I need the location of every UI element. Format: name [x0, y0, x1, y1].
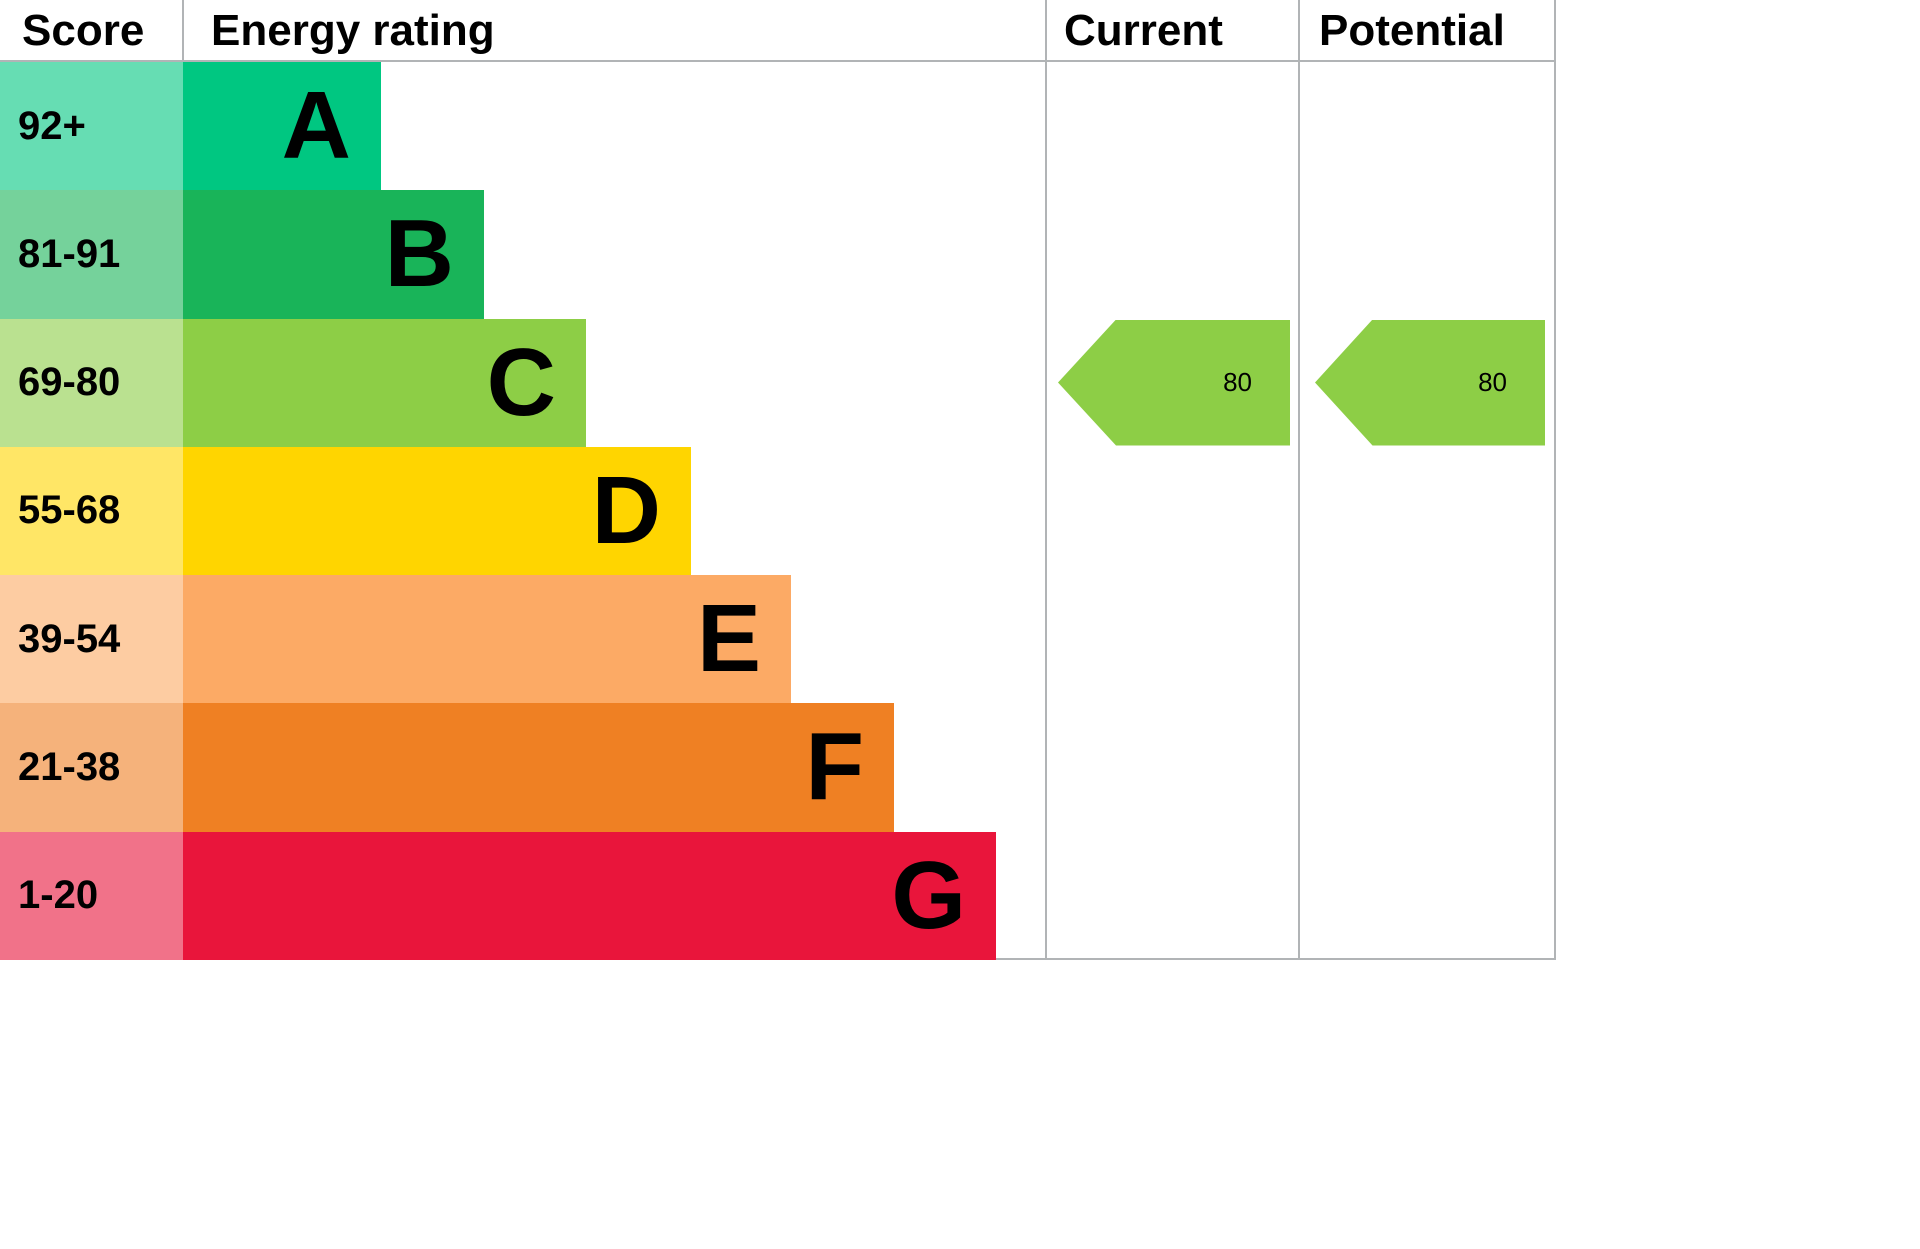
band-bar: C: [183, 318, 586, 447]
header-energy-rating: Energy rating: [211, 6, 495, 55]
band-bar: D: [183, 446, 691, 576]
score-column-divider: [182, 0, 184, 62]
header-current: Current: [1064, 6, 1223, 55]
band-letter: E: [696, 585, 761, 693]
band-letter: A: [281, 72, 351, 180]
band-letter: D: [591, 456, 661, 564]
header-potential: Potential: [1319, 6, 1505, 55]
band-letter: G: [891, 841, 966, 949]
band-row-e: 39-54 E: [0, 575, 1046, 704]
band-score-range: 21-38: [0, 703, 183, 832]
band-score-range: 55-68: [0, 446, 183, 576]
band-score-range: 81-91: [0, 190, 183, 319]
current-rating-value: 80: [1223, 367, 1252, 398]
potential-rating-pointer: 80: [1315, 319, 1545, 446]
band-letter: F: [805, 713, 864, 821]
band-row-f: 21-38 F: [0, 703, 1046, 832]
band-bar: G: [183, 831, 996, 960]
band-row-a: 92+ A: [0, 62, 1046, 191]
band-row-d: 55-68 D: [0, 446, 1046, 576]
band-row-b: 81-91 B: [0, 190, 1046, 319]
rating-bands: 92+ A 81-91 B 69-80 C 55-68 D 39-54 E 21…: [0, 62, 1046, 960]
band-score-range: 1-20: [0, 831, 183, 960]
band-score-range: 92+: [0, 62, 183, 191]
band-bar: E: [183, 575, 791, 704]
band-letter: C: [486, 328, 556, 436]
band-bar: A: [183, 62, 381, 191]
band-bar: F: [183, 703, 894, 832]
potential-rating-value: 80: [1478, 367, 1507, 398]
band-bar: B: [183, 190, 484, 319]
band-score-range: 69-80: [0, 318, 183, 447]
header-score: Score: [22, 6, 145, 55]
band-letter: B: [384, 200, 454, 308]
current-column-divider: [1045, 0, 1047, 960]
band-score-range: 39-54: [0, 575, 183, 704]
band-row-g: 1-20 G: [0, 831, 1046, 960]
potential-column-divider: [1298, 0, 1300, 960]
current-rating-pointer: 80: [1058, 319, 1290, 446]
header-divider-line: [0, 60, 1556, 62]
band-row-c: 69-80 C: [0, 318, 1046, 447]
right-border-line: [1554, 0, 1556, 960]
